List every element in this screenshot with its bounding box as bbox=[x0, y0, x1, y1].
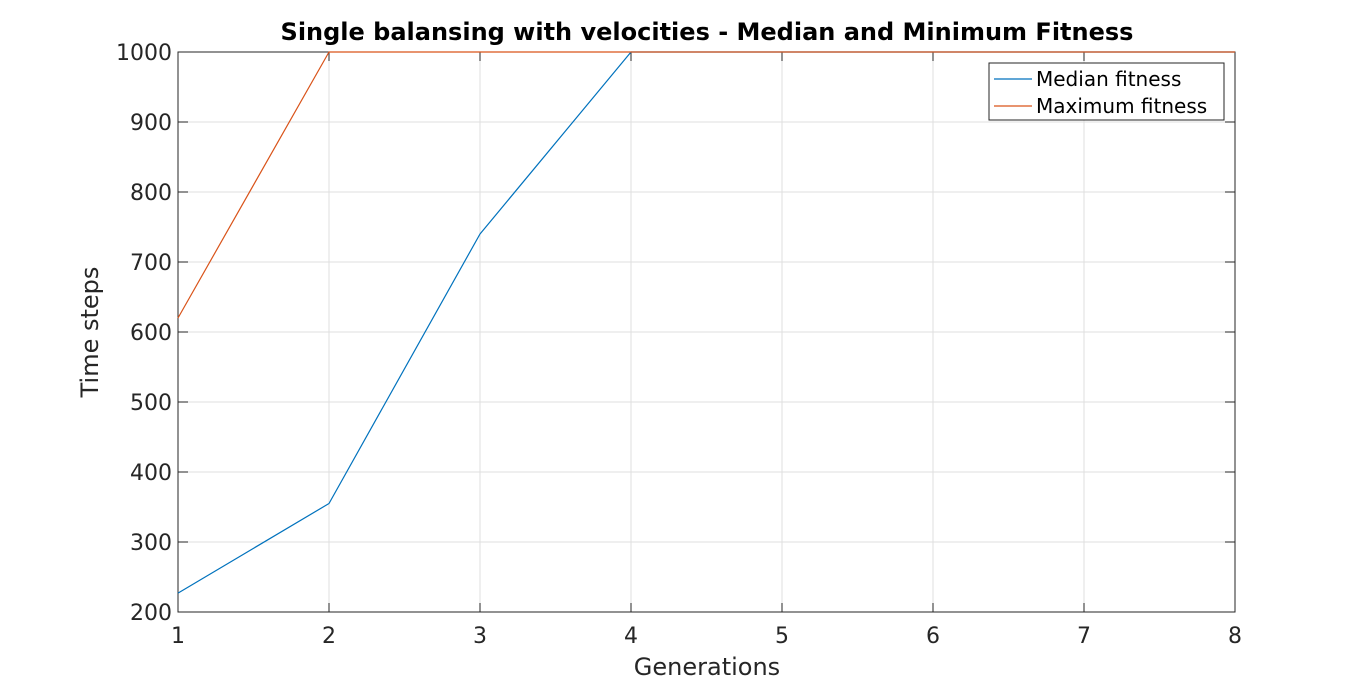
series-lines bbox=[177, 51, 1235, 594]
x-tick-label: 5 bbox=[775, 624, 789, 649]
y-tick-label: 300 bbox=[130, 531, 172, 556]
x-tick-label: 3 bbox=[473, 624, 487, 649]
grid-lines bbox=[177, 51, 1236, 613]
x-axis-ticks: 1 2 3 4 5 6 7 8 bbox=[171, 52, 1242, 649]
x-tick-label: 4 bbox=[624, 624, 638, 649]
y-tick-label: 900 bbox=[130, 111, 172, 136]
x-axis-label: Generations bbox=[634, 653, 780, 681]
y-tick-label: 1000 bbox=[116, 41, 172, 66]
legend-label-1: Maximum fitness bbox=[1036, 94, 1207, 118]
y-tick-label: 500 bbox=[130, 391, 172, 416]
legend-label-0: Median fitness bbox=[1036, 67, 1181, 91]
x-tick-label: 6 bbox=[926, 624, 940, 649]
legend: Median fitness Maximum fitness bbox=[988, 62, 1225, 121]
y-tick-label: 700 bbox=[130, 251, 172, 276]
y-axis-label: Time steps bbox=[76, 267, 104, 399]
legend-box bbox=[988, 62, 1225, 121]
y-axis-ticks: 200 300 400 500 600 700 800 900 1000 bbox=[116, 41, 1235, 626]
y-tick-label: 400 bbox=[130, 461, 172, 486]
series-line-1 bbox=[177, 51, 1235, 319]
x-tick-label: 7 bbox=[1077, 624, 1091, 649]
y-tick-label: 600 bbox=[130, 321, 172, 346]
chart-title: Single balansing with velocities - Media… bbox=[281, 18, 1134, 46]
x-tick-label: 2 bbox=[322, 624, 336, 649]
y-tick-label: 800 bbox=[130, 181, 172, 206]
x-tick-label: 8 bbox=[1228, 624, 1242, 649]
y-tick-label: 200 bbox=[130, 601, 172, 626]
series-line-0 bbox=[177, 51, 1235, 594]
x-tick-label: 1 bbox=[171, 624, 185, 649]
